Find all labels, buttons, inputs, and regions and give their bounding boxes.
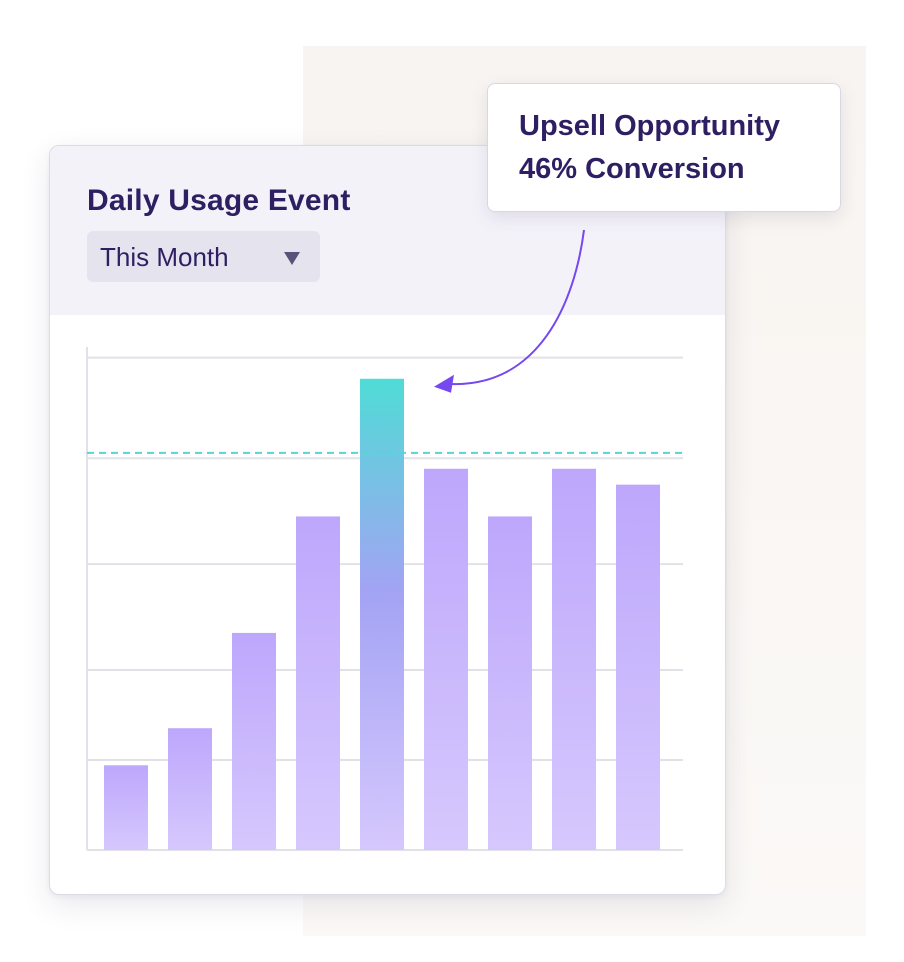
caret-down-icon — [284, 252, 300, 265]
bar — [168, 728, 212, 850]
curved-arrow-icon — [445, 229, 585, 385]
bar — [616, 484, 660, 850]
callout-title: Upsell Opportunity — [519, 110, 780, 142]
bar — [104, 765, 148, 850]
bar — [424, 468, 468, 850]
period-dropdown[interactable]: This Month — [87, 231, 320, 282]
callout-conversion: 46% Conversion — [519, 153, 745, 185]
bar — [552, 468, 596, 850]
bar — [488, 516, 532, 850]
period-dropdown-value: This Month — [100, 242, 229, 272]
upsell-callout: Upsell Opportunity 46% Conversion — [487, 83, 841, 212]
card-header: Daily Usage Event This Month — [50, 146, 725, 315]
arrowhead-icon — [434, 374, 454, 393]
bar — [232, 632, 276, 850]
highlighted-bar — [360, 378, 404, 850]
card-title: Daily Usage Event — [87, 184, 351, 217]
bar — [296, 516, 340, 850]
